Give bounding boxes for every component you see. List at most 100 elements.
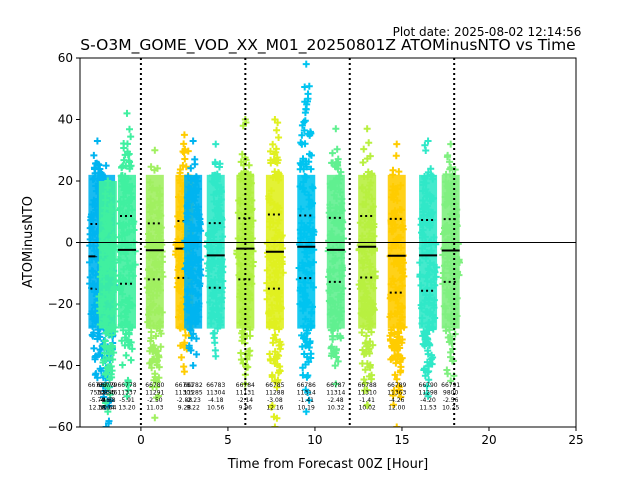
data-point bbox=[330, 191, 338, 199]
data-point bbox=[153, 268, 161, 276]
data-point bbox=[151, 199, 159, 207]
data-point bbox=[271, 168, 279, 176]
data-point bbox=[145, 253, 153, 261]
data-point bbox=[100, 295, 108, 303]
data-point bbox=[325, 209, 333, 217]
group-annotation-8: 66784 11131 -2.14 9.96 bbox=[236, 382, 255, 412]
data-point bbox=[447, 348, 455, 356]
data-point bbox=[388, 344, 396, 352]
plot-date: Plot date: 2025-08-02 12:14:56 bbox=[393, 25, 582, 39]
data-point bbox=[364, 235, 372, 243]
data-point bbox=[305, 191, 313, 199]
data-point-extreme bbox=[424, 137, 432, 145]
data-point bbox=[195, 268, 203, 276]
data-point bbox=[187, 314, 195, 322]
data-point bbox=[151, 261, 159, 269]
data-point bbox=[387, 244, 395, 252]
data-point bbox=[246, 347, 254, 355]
data-point bbox=[441, 224, 448, 232]
data-point bbox=[360, 145, 368, 153]
data-point bbox=[424, 347, 432, 355]
data-point bbox=[400, 323, 408, 331]
data-point bbox=[386, 335, 394, 343]
data-point bbox=[306, 219, 314, 227]
data-point bbox=[185, 242, 193, 250]
data-point bbox=[107, 262, 115, 270]
data-point bbox=[391, 371, 399, 379]
data-point bbox=[442, 170, 450, 178]
data-point bbox=[125, 157, 133, 165]
data-point bbox=[442, 327, 450, 335]
data-point bbox=[146, 359, 154, 367]
data-point bbox=[118, 361, 126, 369]
data-point bbox=[299, 307, 307, 315]
data-point bbox=[245, 161, 253, 169]
data-point bbox=[96, 321, 104, 329]
data-point bbox=[279, 269, 287, 277]
data-point bbox=[364, 310, 372, 318]
data-point bbox=[300, 165, 308, 173]
group-annotation-line: -2.48 bbox=[328, 397, 344, 404]
data-point bbox=[125, 150, 133, 158]
data-point bbox=[115, 276, 123, 284]
data-point bbox=[439, 280, 447, 288]
data-point bbox=[447, 269, 455, 277]
data-point bbox=[443, 200, 451, 208]
data-point bbox=[271, 331, 279, 339]
data-point bbox=[454, 240, 462, 248]
group-annotation-line: 66777 bbox=[88, 382, 107, 389]
data-point bbox=[86, 230, 94, 238]
data-point bbox=[147, 201, 155, 209]
data-point bbox=[395, 168, 403, 176]
data-point bbox=[249, 262, 257, 270]
data-point bbox=[248, 235, 256, 243]
data-point bbox=[419, 226, 427, 234]
data-point bbox=[307, 350, 315, 358]
data-point bbox=[388, 210, 396, 218]
data-point bbox=[273, 414, 281, 422]
group-annotation-2: 66779 10895 -4.60 10.64 bbox=[97, 382, 116, 412]
data-point bbox=[214, 325, 222, 333]
data-point bbox=[455, 256, 463, 264]
data-point bbox=[272, 269, 280, 277]
data-point bbox=[418, 320, 426, 328]
reference-lines bbox=[80, 58, 576, 427]
data-point bbox=[152, 348, 160, 356]
data-point bbox=[275, 133, 283, 141]
group-annotation-line: 66790 bbox=[419, 382, 438, 389]
data-point bbox=[100, 216, 108, 224]
data-point bbox=[89, 201, 97, 209]
data-point bbox=[101, 337, 109, 345]
data-point bbox=[188, 255, 196, 263]
data-point bbox=[89, 280, 97, 288]
data-point bbox=[147, 163, 155, 171]
data-point bbox=[191, 197, 199, 205]
data-point bbox=[394, 185, 402, 193]
data-point bbox=[359, 158, 367, 166]
data-point bbox=[107, 244, 115, 252]
data-point bbox=[389, 401, 397, 409]
data-point bbox=[103, 328, 111, 336]
data-point-extreme bbox=[393, 140, 401, 148]
data-point bbox=[392, 237, 400, 245]
data-point bbox=[363, 293, 371, 301]
data-point bbox=[298, 259, 306, 267]
data-point bbox=[242, 191, 250, 199]
data-point bbox=[272, 158, 280, 166]
data-point bbox=[446, 158, 454, 166]
data-point bbox=[239, 327, 247, 335]
data-point bbox=[325, 273, 333, 281]
data-point bbox=[106, 212, 114, 220]
data-point bbox=[208, 172, 216, 180]
data-point bbox=[365, 345, 373, 353]
data-point bbox=[365, 139, 373, 147]
data-point bbox=[363, 155, 371, 163]
group-annotation-line: -4.26 bbox=[389, 397, 405, 404]
data-point bbox=[360, 201, 368, 209]
data-point bbox=[148, 186, 156, 194]
data-point bbox=[105, 383, 113, 391]
data-point bbox=[104, 225, 112, 233]
data-point bbox=[308, 269, 316, 277]
group-annotation-line: 12.00 bbox=[388, 405, 405, 412]
